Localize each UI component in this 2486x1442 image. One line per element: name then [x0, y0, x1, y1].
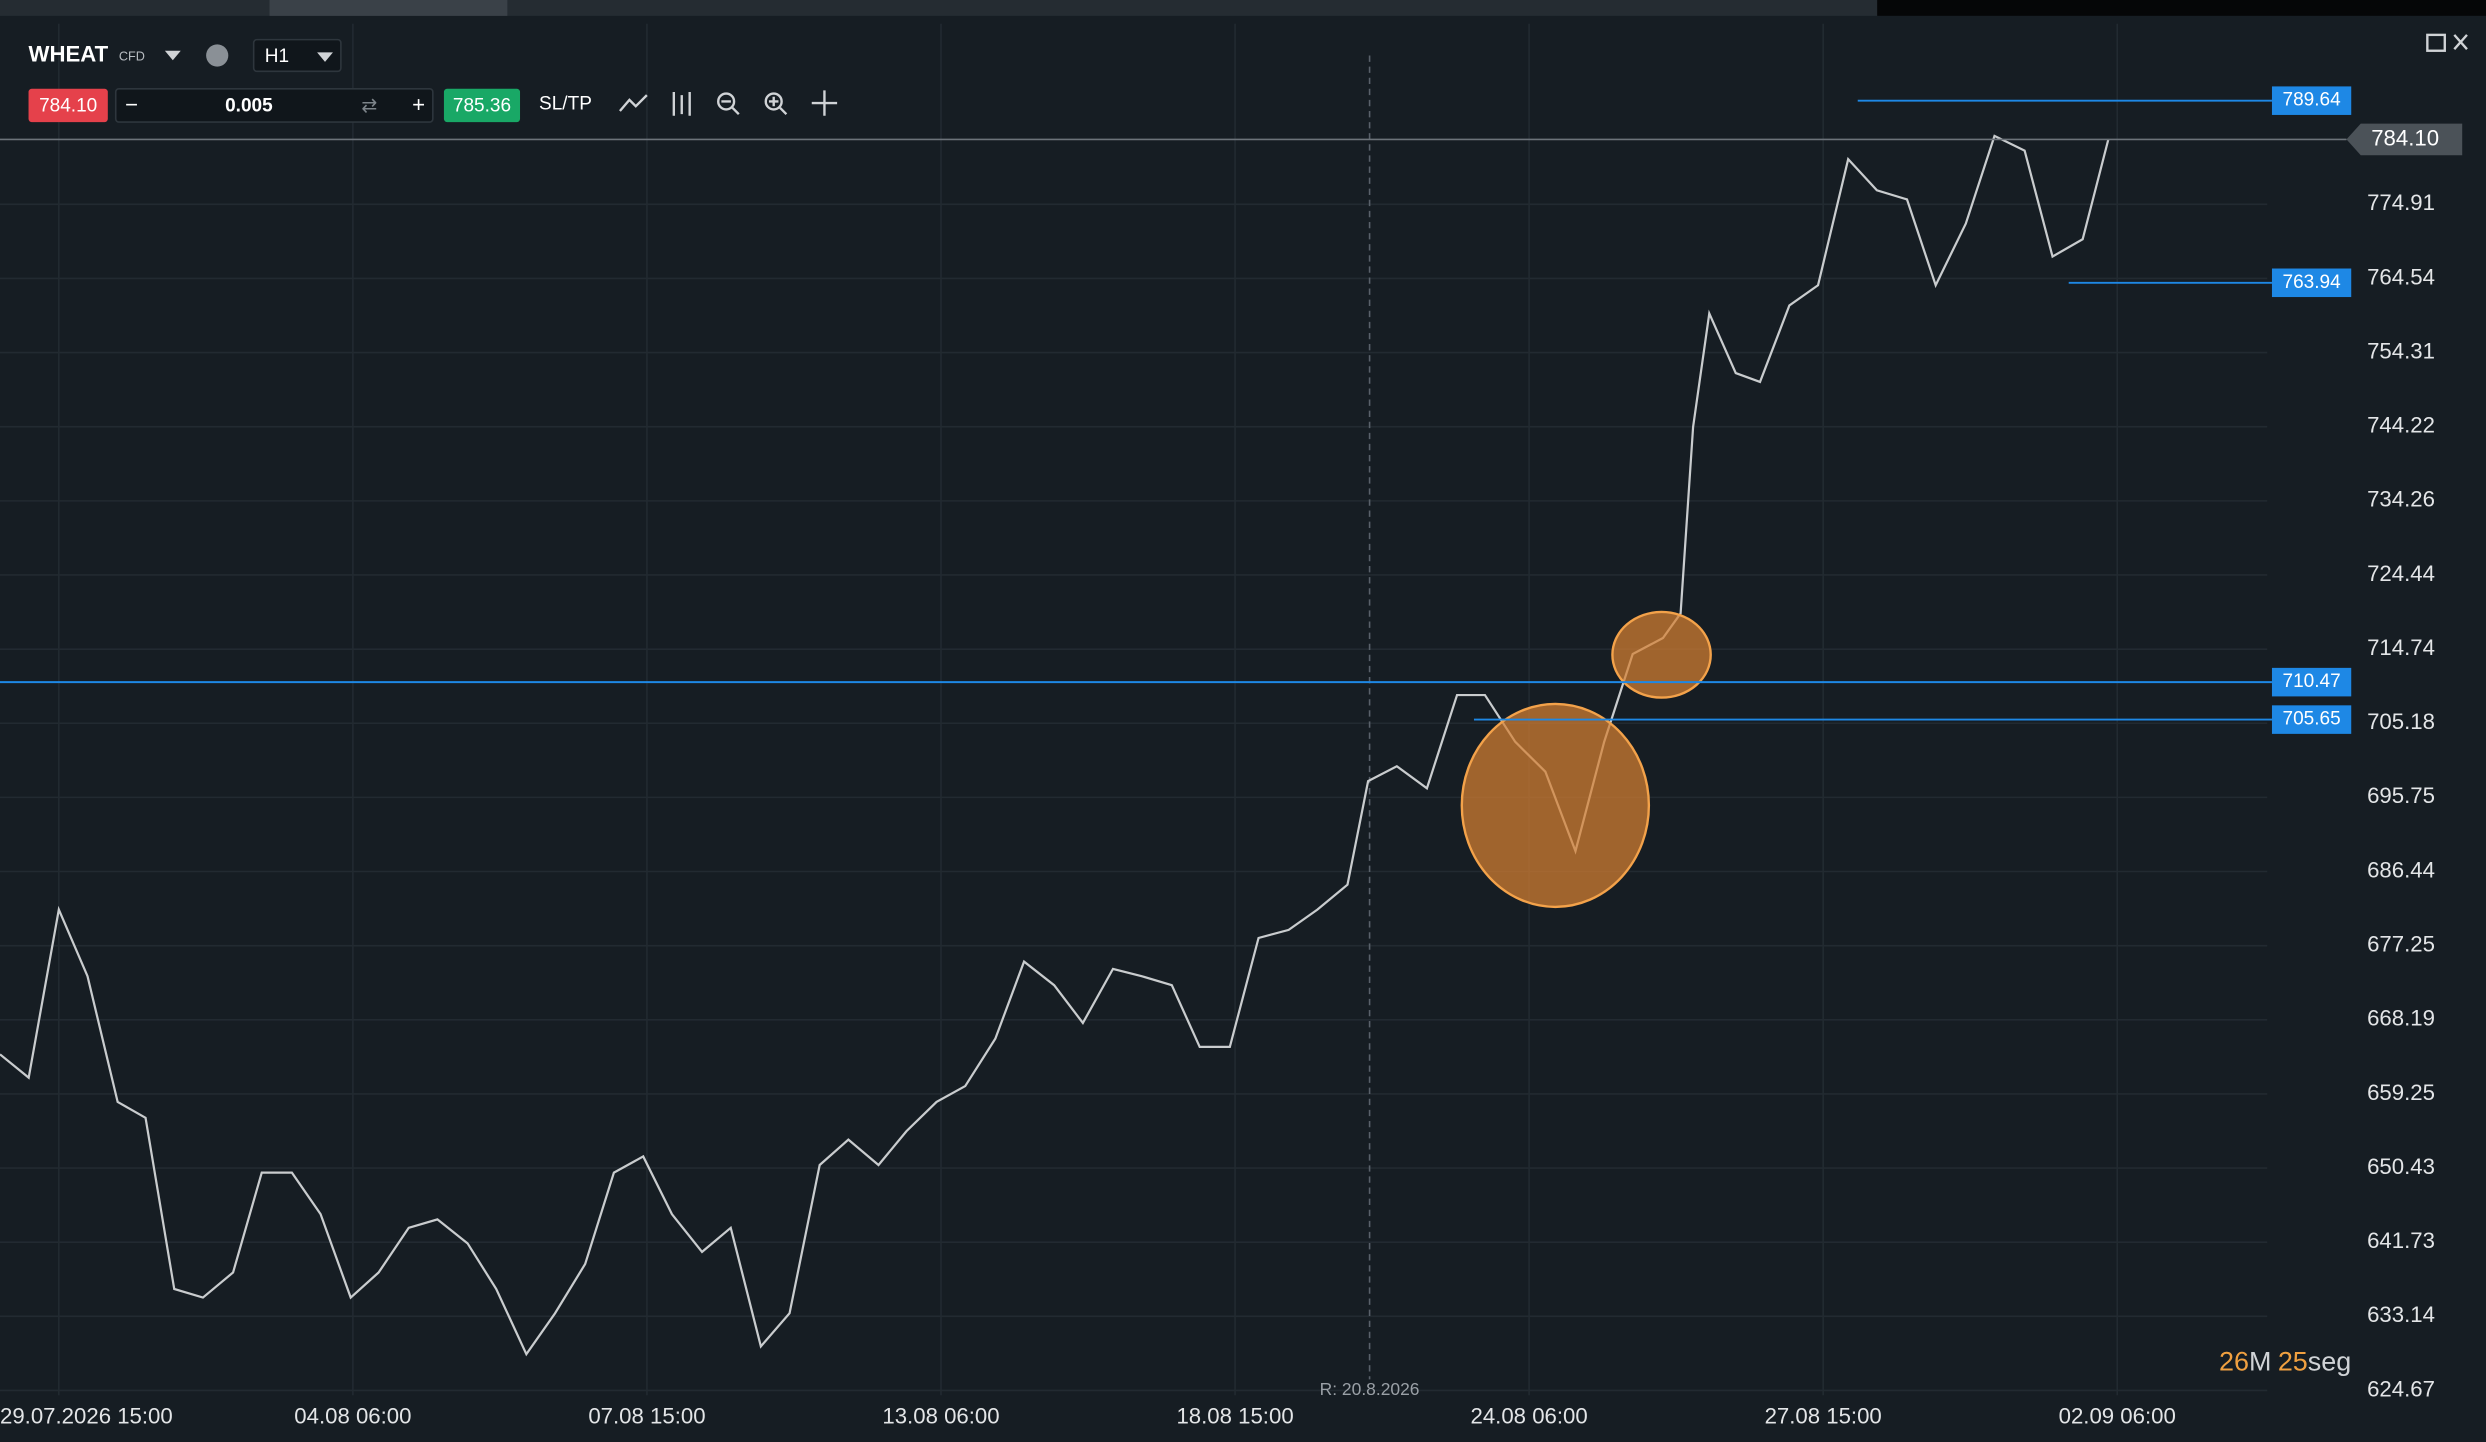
y-tick-label: 668.19: [2367, 1006, 2435, 1031]
x-tick-label: 24.08 06:00: [1471, 1403, 1588, 1428]
maximize-icon[interactable]: [2426, 33, 2446, 52]
line-chart-icon[interactable]: [619, 94, 648, 112]
x-tick-label: 02.09 06:00: [2059, 1403, 2176, 1428]
symbol[interactable]: WHEAT: [29, 41, 109, 66]
timer-seconds-unit: seg: [2308, 1347, 2351, 1377]
price-level-label: 705.65: [2283, 709, 2341, 730]
timer-minutes: 26: [2219, 1347, 2249, 1377]
price-level-tag: [2271, 268, 2352, 298]
candle-icon[interactable]: [672, 91, 691, 116]
y-tick-label: 714.74: [2367, 635, 2435, 660]
y-tick-label: 734.26: [2367, 487, 2435, 512]
y-tick-label: 633.14: [2367, 1302, 2435, 1327]
y-tick-label: 774.91: [2367, 190, 2435, 215]
y-tick-label: 624.67: [2367, 1376, 2435, 1401]
zoom-out-icon[interactable]: [721, 100, 740, 115]
x-tick-label: 29.07.2026 15:00: [0, 1403, 173, 1428]
overlay: 774.91 764.54 754.31 744.22 734.26 724.44 714.…: [0, 86, 2463, 1428]
price-level-tag: [2271, 705, 2352, 734]
price-level-tag: [2271, 86, 2352, 115]
highlight-circle: [1460, 702, 1651, 909]
current-price-label: 784.10: [2371, 125, 2439, 150]
close-icon[interactable]: [2453, 34, 2468, 50]
y-tick-label: 724.44: [2367, 561, 2435, 586]
x-tick-label: 13.08 06:00: [882, 1403, 999, 1428]
timeframe-select[interactable]: [252, 38, 342, 73]
price-level-label: 789.64: [2283, 90, 2342, 111]
dropdown-icon[interactable]: [317, 52, 333, 62]
sell-button[interactable]: [28, 88, 108, 123]
tab: [269, 0, 508, 16]
marker-label: R: 20.8.2026: [1320, 1379, 1420, 1399]
x-tick-label: 18.08 15:00: [1176, 1403, 1293, 1428]
y-tick-label: 744.22: [2367, 413, 2435, 438]
minus[interactable]: −: [125, 92, 138, 117]
highlight-circle: [1611, 610, 1712, 699]
timer: 26M 25seg: [2219, 1347, 2351, 1377]
tab: [1877, 0, 2486, 16]
top-strip: [0, 0, 2486, 16]
y-tick-label: 705.18: [2367, 709, 2435, 734]
y-tick-label: 754.31: [2367, 338, 2435, 363]
zoom-in-icon[interactable]: [764, 92, 783, 111]
instrument-type: CFD: [119, 49, 145, 63]
zoom-in-icon[interactable]: [768, 96, 788, 115]
info-icon[interactable]: [206, 44, 229, 67]
sell-price[interactable]: 784.10: [39, 95, 97, 116]
swap-icon[interactable]: ⇄: [361, 95, 377, 116]
timer-minutes-unit: M: [2249, 1347, 2271, 1377]
buy-price[interactable]: 785.36: [453, 95, 511, 116]
current-price-tag: [2346, 123, 2463, 156]
x-tick-label: 27.08 15:00: [1765, 1403, 1882, 1428]
pan-icon[interactable]: [811, 90, 838, 116]
x-tick-label: 04.08 06:00: [294, 1403, 411, 1428]
y-tick-label: 764.54: [2367, 264, 2435, 289]
zoom-out-icon[interactable]: [717, 92, 736, 111]
y-tick-label: 677.25: [2367, 932, 2435, 957]
price-level-tag: [2271, 667, 2352, 697]
quantity-box[interactable]: [114, 87, 434, 123]
x-tick-label: 07.08 15:00: [588, 1403, 705, 1428]
plus[interactable]: +: [412, 92, 425, 117]
buy-button[interactable]: [443, 88, 521, 123]
sltp-button[interactable]: SL/TP: [539, 94, 592, 115]
plot-area: [0, 23, 2268, 1396]
timeframe[interactable]: H1: [265, 46, 289, 67]
y-tick-label: 641.73: [2367, 1228, 2435, 1253]
y-tick-label: 695.75: [2367, 783, 2435, 808]
y-tick-label: 650.43: [2367, 1154, 2435, 1179]
timer-seconds: 25: [2278, 1347, 2308, 1377]
price-level-label: 763.94: [2283, 272, 2342, 293]
quantity[interactable]: 0.005: [225, 95, 273, 116]
price-line: [0, 134, 2110, 1357]
y-tick-label: 659.25: [2367, 1080, 2435, 1105]
y-tick-label: 686.44: [2367, 857, 2435, 882]
price-level-label: 710.47: [2283, 671, 2341, 692]
dropdown-icon[interactable]: [164, 50, 181, 61]
